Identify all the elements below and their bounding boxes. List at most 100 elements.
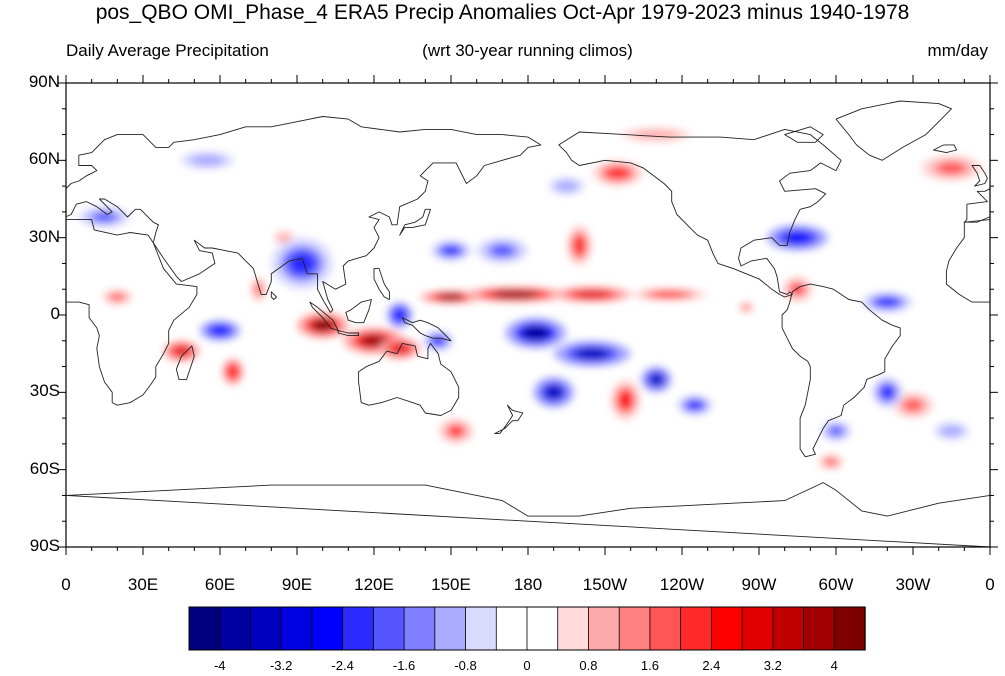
coastline-north-america: [558, 128, 842, 298]
coastline-africa: [66, 219, 198, 406]
anomaly-blob: [686, 400, 703, 410]
coastline-south-america: [781, 283, 901, 458]
anomaly-blob: [903, 399, 923, 412]
anomaly-blob: [618, 390, 633, 410]
units-label: mm/day: [927, 41, 988, 60]
anomaly-blob: [742, 305, 750, 310]
coastline-antarctica: [989, 494, 990, 496]
lon-label: 150E: [431, 575, 471, 594]
anomaly-blob: [937, 162, 966, 174]
lat-label: 60N: [28, 149, 60, 169]
lon-label: 30E: [127, 575, 159, 594]
anomaly-blob: [448, 425, 465, 437]
lon-label: 120W: [659, 575, 705, 594]
coastline-madagascar: [175, 345, 195, 380]
anomaly-blob: [555, 180, 578, 192]
left-subtitle: Daily Average Precipitation: [66, 41, 269, 60]
coastline-australia: [358, 342, 460, 416]
anomaly-blob: [210, 325, 230, 336]
anomaly-blob: [606, 167, 630, 179]
colorbar-box: [219, 606, 252, 651]
lon-label: 180: [513, 575, 543, 594]
anomaly-blob: [288, 251, 316, 275]
lon-label: 0: [985, 575, 995, 594]
anomaly-blob: [649, 373, 664, 386]
center-subtitle: (wrt 30-year running climos): [422, 41, 633, 60]
coastlines: [66, 100, 990, 547]
colorbar-box: [710, 606, 743, 651]
anomaly-blob: [574, 290, 610, 298]
colorbar-label: -1.6: [392, 658, 416, 673]
lat-label: 0: [50, 304, 60, 323]
colorbar-label: 2.4: [702, 658, 721, 673]
colorbar-box: [526, 606, 559, 651]
anomaly-blob: [875, 297, 899, 307]
anomaly-blob: [110, 293, 125, 301]
anomaly-blob: [437, 294, 465, 300]
lon-label: 0: [61, 575, 71, 594]
colorbar-label: -0.8: [454, 658, 477, 673]
anomaly-blob: [277, 233, 292, 243]
anomaly-blob: [311, 319, 335, 332]
lon-label: 120E: [354, 575, 394, 594]
anomaly-blob: [173, 346, 190, 356]
lon-label: 90W: [741, 575, 777, 594]
anomaly-blob: [829, 426, 843, 436]
lat-label: 60S: [29, 458, 60, 478]
axis-ticks: [58, 75, 998, 555]
lon-label: 150W: [582, 575, 628, 594]
coastline-sumatra: [309, 301, 339, 331]
colorbar-box: [434, 606, 467, 651]
anomaly-blob: [360, 335, 388, 347]
anomaly-blobs: [78, 124, 983, 470]
anomaly-blob: [93, 212, 116, 222]
colorbar-label: -2.4: [331, 658, 354, 673]
colorbar-label: 4: [830, 658, 838, 673]
lon-label: 30W: [895, 575, 931, 594]
coastline-eurasia: [66, 116, 542, 313]
colorbar-box: [250, 606, 282, 651]
coastline-greenland: [835, 100, 952, 161]
anomaly-blob: [544, 385, 563, 400]
anomaly-blob: [825, 458, 837, 466]
chart-title: pos_QBO OMI_Phase_4 ERA5 Precip Anomalie…: [95, 1, 910, 24]
colorbar-box: [803, 606, 835, 651]
anomaly-blob: [940, 425, 963, 437]
anomaly-blob: [189, 154, 225, 167]
anomaly-blob: [393, 309, 406, 321]
colorbar-box: [403, 606, 436, 651]
coastline-baffin: [784, 126, 824, 143]
colorbar-box: [372, 606, 405, 651]
anomaly-blob: [633, 130, 680, 140]
colorbar-box: [188, 606, 221, 651]
colorbar-label: 1.6: [640, 658, 659, 673]
coastline-antarctica: [66, 482, 990, 547]
colorbar-label: -3.2: [269, 658, 293, 673]
coastline-java: [337, 330, 360, 337]
anomaly-blob: [228, 365, 238, 378]
colorbar-box: [342, 606, 375, 651]
colorbar-box: [465, 606, 497, 651]
colorbar-box: [280, 606, 313, 651]
anomaly-blob: [441, 246, 461, 256]
colorbar-box: [588, 606, 620, 651]
anomaly-blob: [574, 347, 610, 360]
colorbar-label: 0.8: [579, 658, 598, 673]
colorbar-box: [495, 606, 528, 651]
lon-label: 60W: [818, 575, 854, 594]
lat-label: 90S: [29, 536, 60, 555]
coastline-sri-lanka: [270, 291, 277, 300]
coastline-new-zealand: [494, 404, 524, 435]
coastline-africa: [945, 219, 990, 303]
colorbar-box: [557, 606, 590, 651]
anomaly-blob: [492, 290, 539, 298]
anomaly-blob: [573, 236, 586, 255]
colorbar: [188, 606, 866, 651]
lat-label: 30S: [29, 381, 60, 401]
anomaly-blob: [490, 244, 514, 257]
colorbar-box: [649, 606, 682, 651]
coastline-uk: [971, 165, 988, 187]
coastline-japan: [399, 208, 431, 236]
colorbar-box: [833, 606, 866, 651]
anomaly-blob: [431, 336, 446, 346]
